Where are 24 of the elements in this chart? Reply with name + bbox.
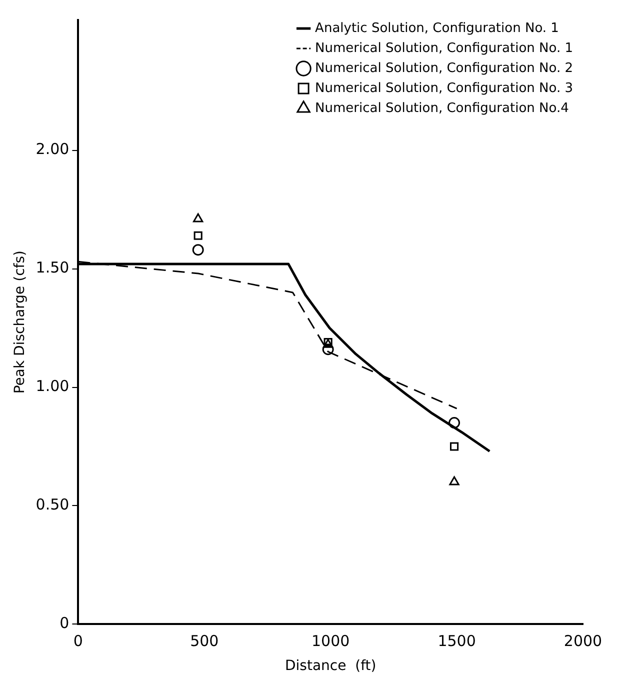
x-tick-label: 500 [190,632,219,650]
y-axis-title: Peak Discharge (cfs) [12,250,28,394]
point [449,476,460,486]
x-axis-title: Distance (ft) [284,658,376,674]
y-tick-label: 2.00 [36,140,70,158]
y-tick-label: 0.50 [36,496,70,514]
point [192,244,204,256]
y-tick-label: 0 [60,614,70,632]
legend-label: Numerical Solution, Configuration No. 1 [315,40,574,56]
legend-label: Numerical Solution, Configuration No. 2 [315,60,574,76]
point [322,344,334,356]
legend-label: Analytic Solution, Configuration No. 1 [315,20,559,36]
point [450,442,459,451]
x-tick-label: 1500 [438,632,476,650]
y-tick-label: 1.50 [36,258,70,277]
x-tick-label: 2000 [564,632,602,650]
point [193,213,204,222]
y-tick-label: 1.00 [36,377,70,396]
legend-label: Numerical Solution, Configuration No.4 [315,100,569,116]
x-tick-label: 1000 [312,632,350,650]
legend-label: Numerical Solution, Configuration No. 3 [315,80,574,96]
x-tick-label: 0 [73,632,83,650]
point [194,231,202,240]
point [448,417,460,429]
